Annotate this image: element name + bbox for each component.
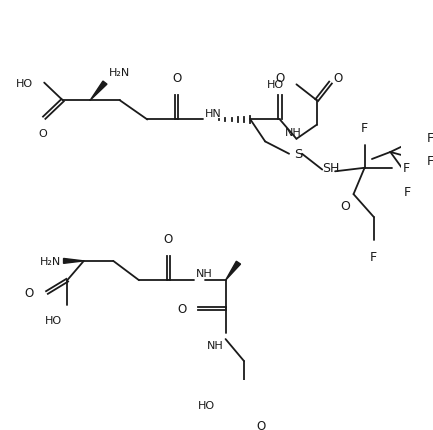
Text: F: F — [427, 155, 433, 168]
Text: S: S — [294, 148, 302, 161]
Text: O: O — [164, 233, 173, 246]
Text: F: F — [370, 251, 377, 264]
Text: F: F — [361, 122, 368, 135]
Text: O: O — [178, 302, 187, 315]
Text: F: F — [427, 132, 433, 145]
Text: F: F — [404, 186, 410, 199]
Text: H₂N: H₂N — [109, 68, 130, 78]
Text: HO: HO — [16, 78, 33, 89]
Text: O: O — [333, 72, 343, 85]
Polygon shape — [64, 259, 84, 264]
Text: HO: HO — [267, 80, 284, 90]
Text: O: O — [340, 199, 350, 212]
Text: HO: HO — [45, 316, 61, 326]
Text: O: O — [38, 129, 47, 139]
Text: O: O — [257, 419, 266, 430]
Text: HO: HO — [197, 400, 214, 410]
Text: F: F — [403, 162, 410, 175]
Text: O: O — [172, 72, 181, 85]
Polygon shape — [90, 82, 107, 101]
Text: O: O — [25, 286, 34, 299]
Text: NH: NH — [196, 269, 213, 279]
Text: SH: SH — [322, 162, 339, 175]
Text: O: O — [275, 72, 284, 85]
Text: H₂N: H₂N — [39, 256, 61, 266]
Text: NH: NH — [284, 127, 301, 137]
Polygon shape — [226, 261, 241, 280]
Text: HN: HN — [204, 108, 221, 118]
Text: NH: NH — [207, 340, 224, 350]
